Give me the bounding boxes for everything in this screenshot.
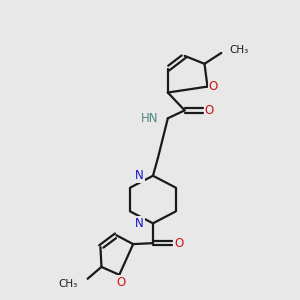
Text: O: O bbox=[174, 237, 183, 250]
Text: O: O bbox=[209, 80, 218, 93]
Text: N: N bbox=[135, 217, 144, 230]
Text: CH₃: CH₃ bbox=[58, 279, 78, 289]
Text: CH₃: CH₃ bbox=[229, 45, 248, 55]
Text: O: O bbox=[117, 276, 126, 289]
Text: N: N bbox=[135, 169, 144, 182]
Text: HN: HN bbox=[140, 112, 158, 125]
Text: O: O bbox=[205, 104, 214, 117]
